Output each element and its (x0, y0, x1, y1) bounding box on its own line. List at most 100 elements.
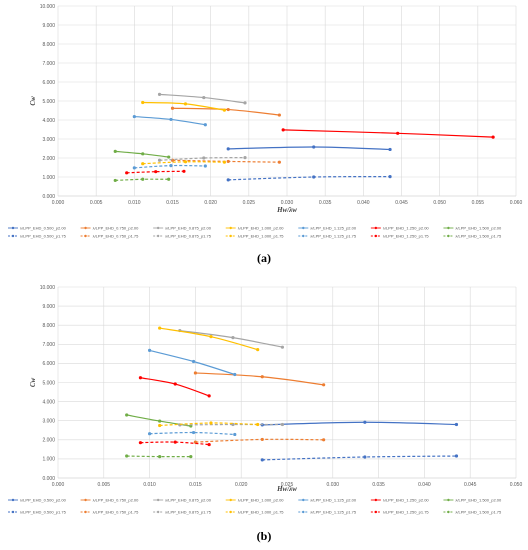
legend-entry: λ/LPP_EHD_1.250_p2.00 (383, 497, 430, 502)
y-axis-label: Cw (29, 378, 37, 388)
legend-entry: λ/LPP_EHD_1.500_p1.75 (455, 509, 502, 514)
data-point (280, 345, 285, 349)
data-point (491, 135, 495, 139)
y-tick-label: 10.000 (40, 4, 56, 10)
series-13 (138, 440, 211, 447)
x-tick-label: 0.060 (510, 200, 523, 206)
data-point (138, 441, 143, 445)
legend-marker (447, 234, 450, 238)
data-point (312, 175, 316, 179)
data-point (141, 100, 145, 105)
x-tick-label: 0.000 (52, 200, 65, 206)
data-point (141, 177, 145, 181)
legend-entry: λ/LPP_EHD_1.125_p2.00 (310, 497, 357, 502)
y-tick-label: 8.000 (42, 323, 55, 329)
data-point (388, 175, 392, 179)
legend-marker (447, 226, 450, 230)
legend-marker (374, 498, 378, 502)
y-tick-label: 7.000 (42, 342, 55, 348)
series-line (195, 372, 324, 386)
y-tick-label: 0.000 (42, 476, 55, 482)
chart-panel-1: 0.000 1.000 2.000 3.000 4.000 5.000 6.000 7.000… (8, 4, 522, 265)
data-point (277, 160, 281, 164)
series-2 (170, 106, 281, 117)
data-point (167, 177, 171, 181)
legend-entry: λ/LPP_EHD_0.875_p2.00 (165, 225, 212, 230)
data-point (209, 335, 213, 339)
legend-marker (229, 234, 232, 238)
data-point (207, 442, 211, 447)
data-point (233, 372, 237, 377)
series-8 (226, 175, 392, 182)
data-point (125, 454, 129, 458)
x-tick-label: 0.055 (472, 200, 485, 206)
x-tick-label: 0.035 (319, 200, 332, 206)
data-point (277, 113, 281, 117)
y-tick-label: 1.000 (42, 457, 55, 463)
data-point (256, 422, 260, 427)
data-point (260, 458, 264, 462)
data-point (183, 160, 188, 164)
data-point (363, 420, 367, 424)
data-point (191, 430, 196, 435)
x-tick-label: 0.045 (464, 482, 477, 488)
legend-entry: λ/LPP_EHD_0.875_p1.75 (165, 509, 212, 514)
legend-marker (374, 234, 378, 238)
series-line (140, 377, 210, 397)
series-11 (158, 421, 260, 428)
x-tick-label: 0.050 (510, 482, 523, 488)
legend-entry: λ/LPP_EHD_1.250_p1.75 (383, 509, 430, 514)
y-tick-label: 7.000 (42, 61, 55, 67)
series-10 (157, 156, 247, 162)
y-axis-label: Cw (29, 96, 37, 106)
data-point (226, 178, 230, 182)
legend-entry: λ/LPP_EHD_1.500_p1.75 (455, 233, 502, 238)
legend-entry: λ/LPP_EHD_0.875_p2.00 (165, 497, 212, 502)
chart-panel-2: 0.000 1.000 2.000 3.000 4.000 5.000 6.000 7.000… (8, 285, 522, 543)
data-point (322, 383, 326, 387)
x-tick-label: 0.010 (128, 200, 141, 206)
legend-marker (447, 498, 450, 502)
panel-caption: (b) (257, 529, 272, 543)
series-13 (125, 169, 186, 175)
y-tick-label: 3.000 (42, 137, 55, 143)
data-point (113, 149, 117, 153)
y-tick-label: 8.000 (42, 42, 55, 48)
x-tick-label: 0.015 (166, 200, 179, 206)
legend-entry: λ/LPP_EHD_1.250_p2.00 (383, 225, 430, 230)
x-tick-label: 0.005 (98, 482, 111, 488)
data-point (189, 455, 193, 459)
legend-entry: λ/LPP_EHD_0.500_p2.00 (20, 225, 67, 230)
legend-entry: λ/LPP_EHD_0.750_p1.75 (93, 509, 140, 514)
data-point (113, 178, 117, 183)
data-point (154, 170, 158, 174)
x-tick-label: 0.045 (395, 200, 408, 206)
legend-marker (229, 498, 232, 502)
legend-marker (156, 226, 160, 230)
series-line (283, 129, 494, 138)
legend-marker (156, 234, 160, 238)
series-5 (148, 348, 237, 377)
y-tick-label: 4.000 (42, 118, 55, 124)
data-point (454, 422, 459, 427)
series-11 (141, 160, 227, 166)
y-tick-label: 4.000 (42, 399, 55, 405)
series-8 (260, 454, 459, 462)
y-tick-label: 5.000 (42, 380, 55, 386)
legend-entry: λ/LPP_EHD_1.000_p1.75 (238, 233, 285, 238)
series-line (134, 115, 206, 126)
x-tick-label: 0.030 (281, 200, 294, 206)
y-tick-label: 2.000 (42, 156, 55, 162)
y-tick-label: 6.000 (42, 80, 55, 86)
legend-marker (156, 510, 160, 514)
data-point (243, 156, 247, 160)
legend-entry: λ/LPP_EHD_1.250_p1.75 (383, 233, 430, 238)
data-point (226, 159, 230, 164)
data-point (193, 371, 197, 375)
data-point (203, 164, 207, 168)
series-3 (178, 328, 285, 349)
legend-entry: λ/LPP_EHD_0.500_p1.75 (20, 509, 67, 514)
data-point (222, 108, 227, 112)
legend-marker (374, 226, 378, 230)
legend-marker (11, 234, 15, 238)
